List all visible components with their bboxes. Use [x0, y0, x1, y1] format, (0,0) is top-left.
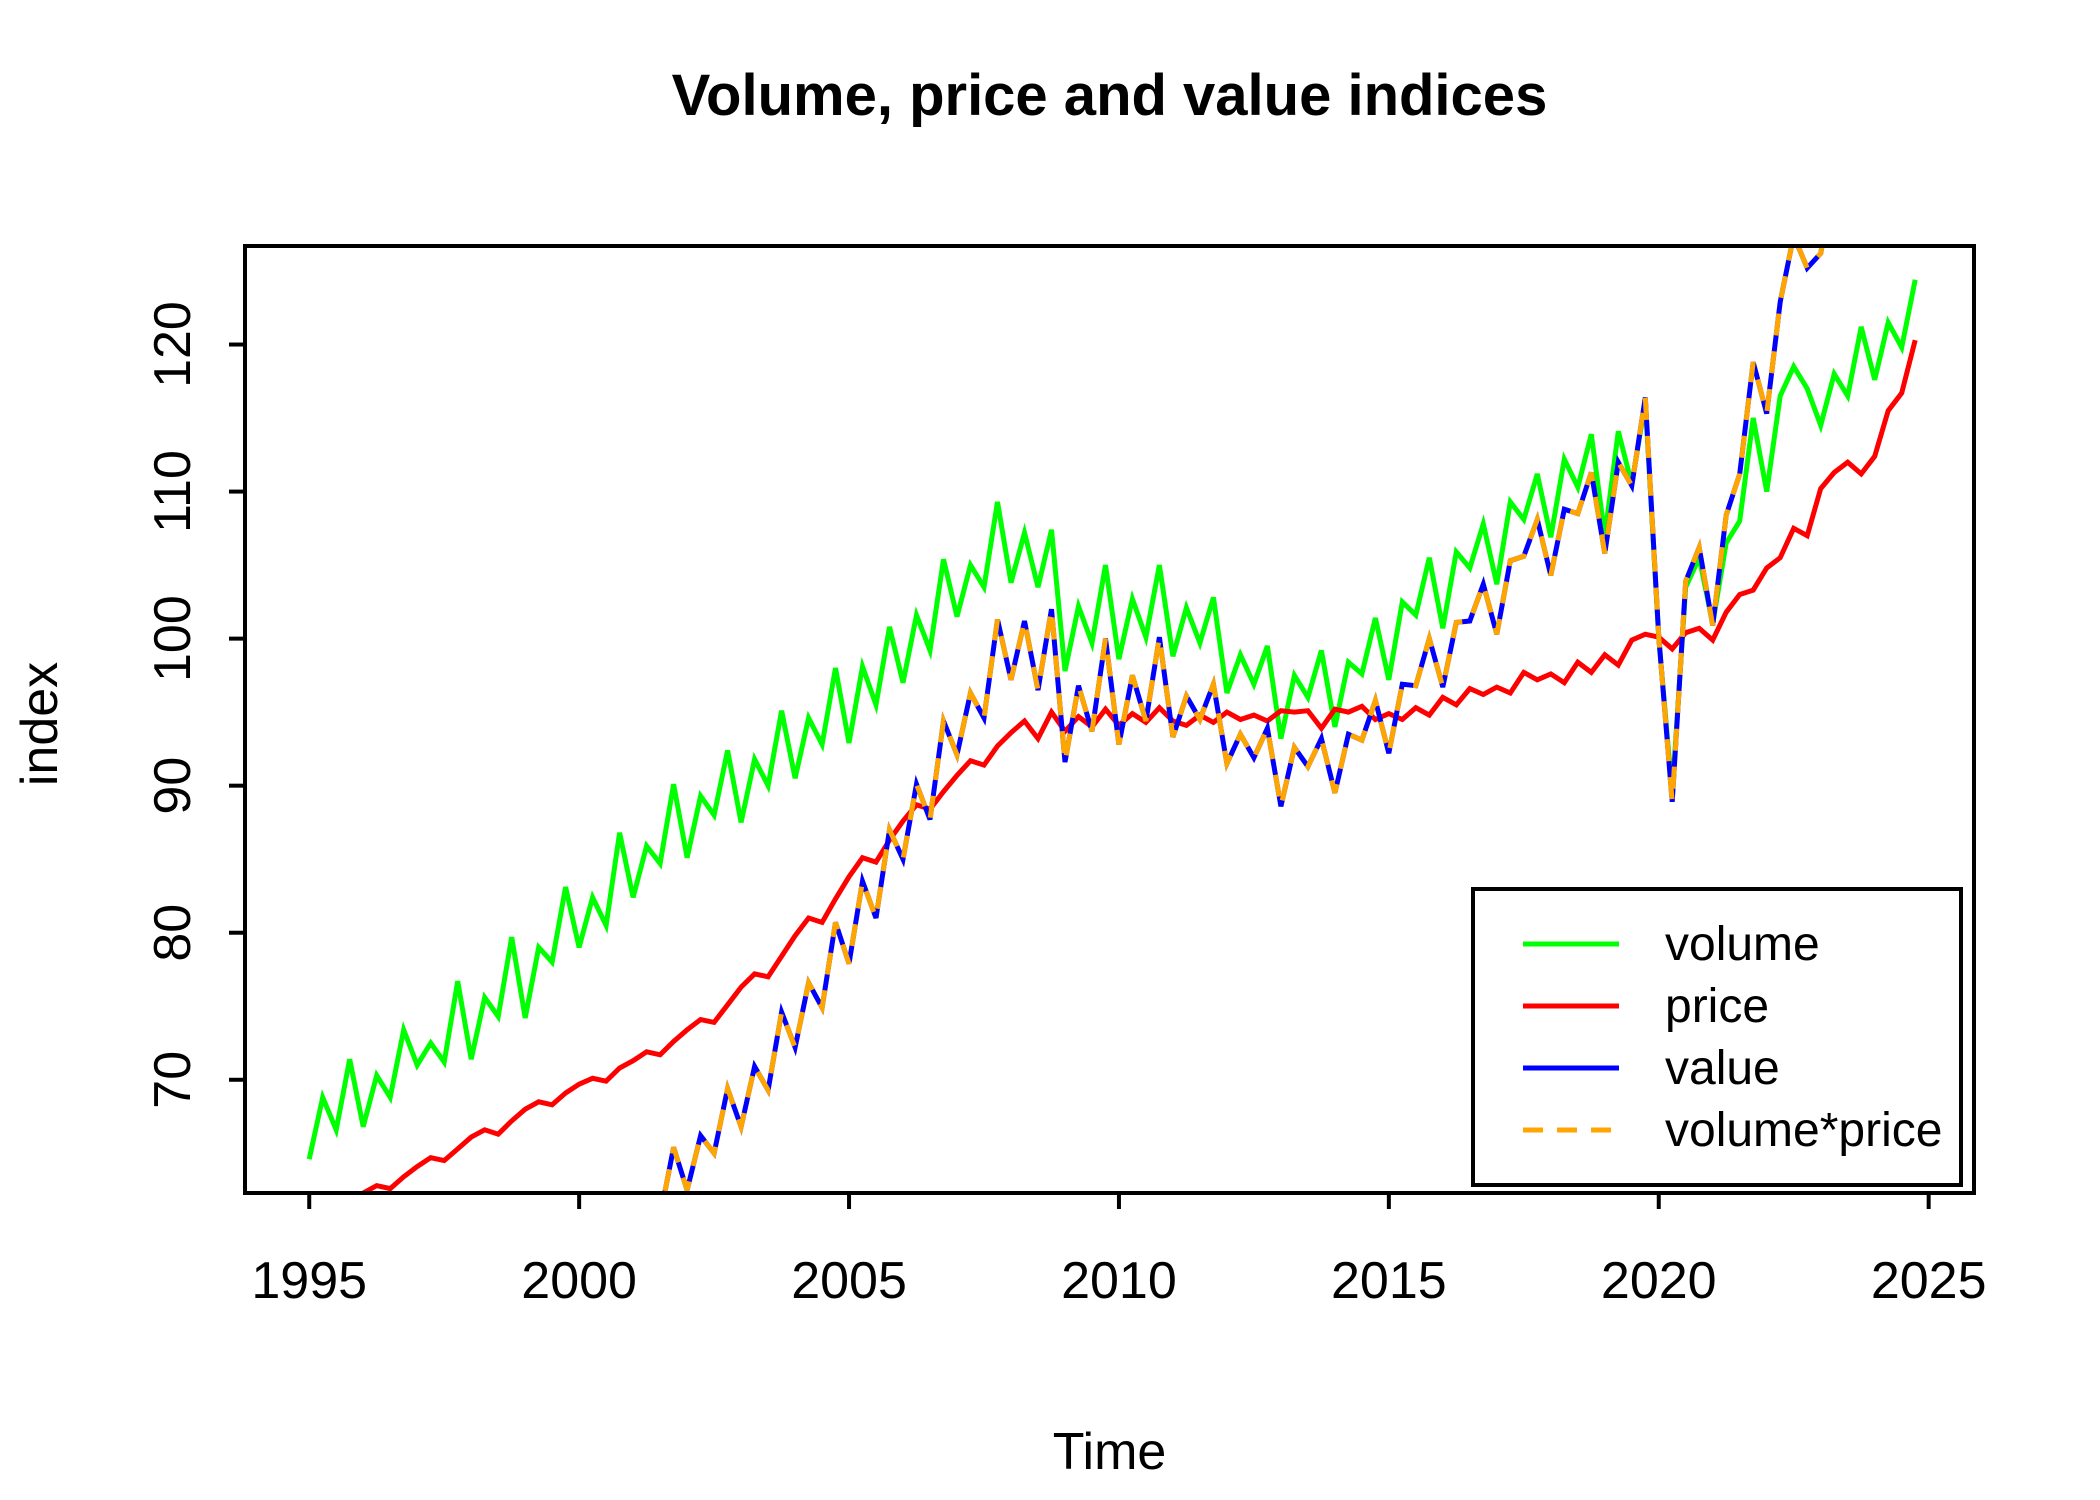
- chart-title: Volume, price and value indices: [671, 63, 1548, 128]
- x-tick-label: 2020: [1601, 1252, 1717, 1310]
- legend-line-price-icon: [1523, 1003, 1619, 1009]
- x-axis-title: Time: [1052, 1423, 1167, 1481]
- y-axis-title: index: [11, 661, 69, 787]
- y-tick-label: 120: [144, 301, 202, 388]
- x-tick-label: 1995: [251, 1252, 367, 1310]
- legend-item-volume: volume: [1523, 918, 1959, 971]
- legend: volume price value volume*price: [1471, 887, 1963, 1187]
- series-line-price: [359, 339, 1918, 1193]
- legend-item-value: value: [1523, 1042, 1959, 1095]
- plot-border: [243, 244, 1976, 1195]
- x-tick-label: 2025: [1871, 1252, 1987, 1310]
- x-tick-label: 2010: [1061, 1252, 1177, 1310]
- x-tick-label: 2015: [1331, 1252, 1447, 1310]
- x-tick-label: 2000: [521, 1252, 637, 1310]
- x-tick-label: 2005: [791, 1252, 907, 1310]
- y-tick-label: 80: [144, 904, 202, 962]
- legend-label-volume-price: volume*price: [1665, 1103, 1943, 1157]
- series-line-volume-price: [662, 246, 1825, 1193]
- legend-item-volume-price: volume*price: [1523, 1104, 1959, 1157]
- y-tick-label: 70: [144, 1051, 202, 1109]
- legend-item-price: price: [1523, 980, 1959, 1033]
- legend-label-value: value: [1665, 1041, 1780, 1095]
- legend-line-volume-icon: [1523, 941, 1619, 947]
- legend-label-volume: volume: [1665, 917, 1820, 971]
- legend-label-price: price: [1665, 979, 1770, 1033]
- y-tick-label: 90: [144, 757, 202, 815]
- y-tick-label: 110: [144, 450, 202, 533]
- legend-line-value-icon: [1523, 1065, 1619, 1071]
- y-tick-label: 100: [144, 595, 202, 682]
- legend-line-volume-price-icon: [1523, 1127, 1619, 1133]
